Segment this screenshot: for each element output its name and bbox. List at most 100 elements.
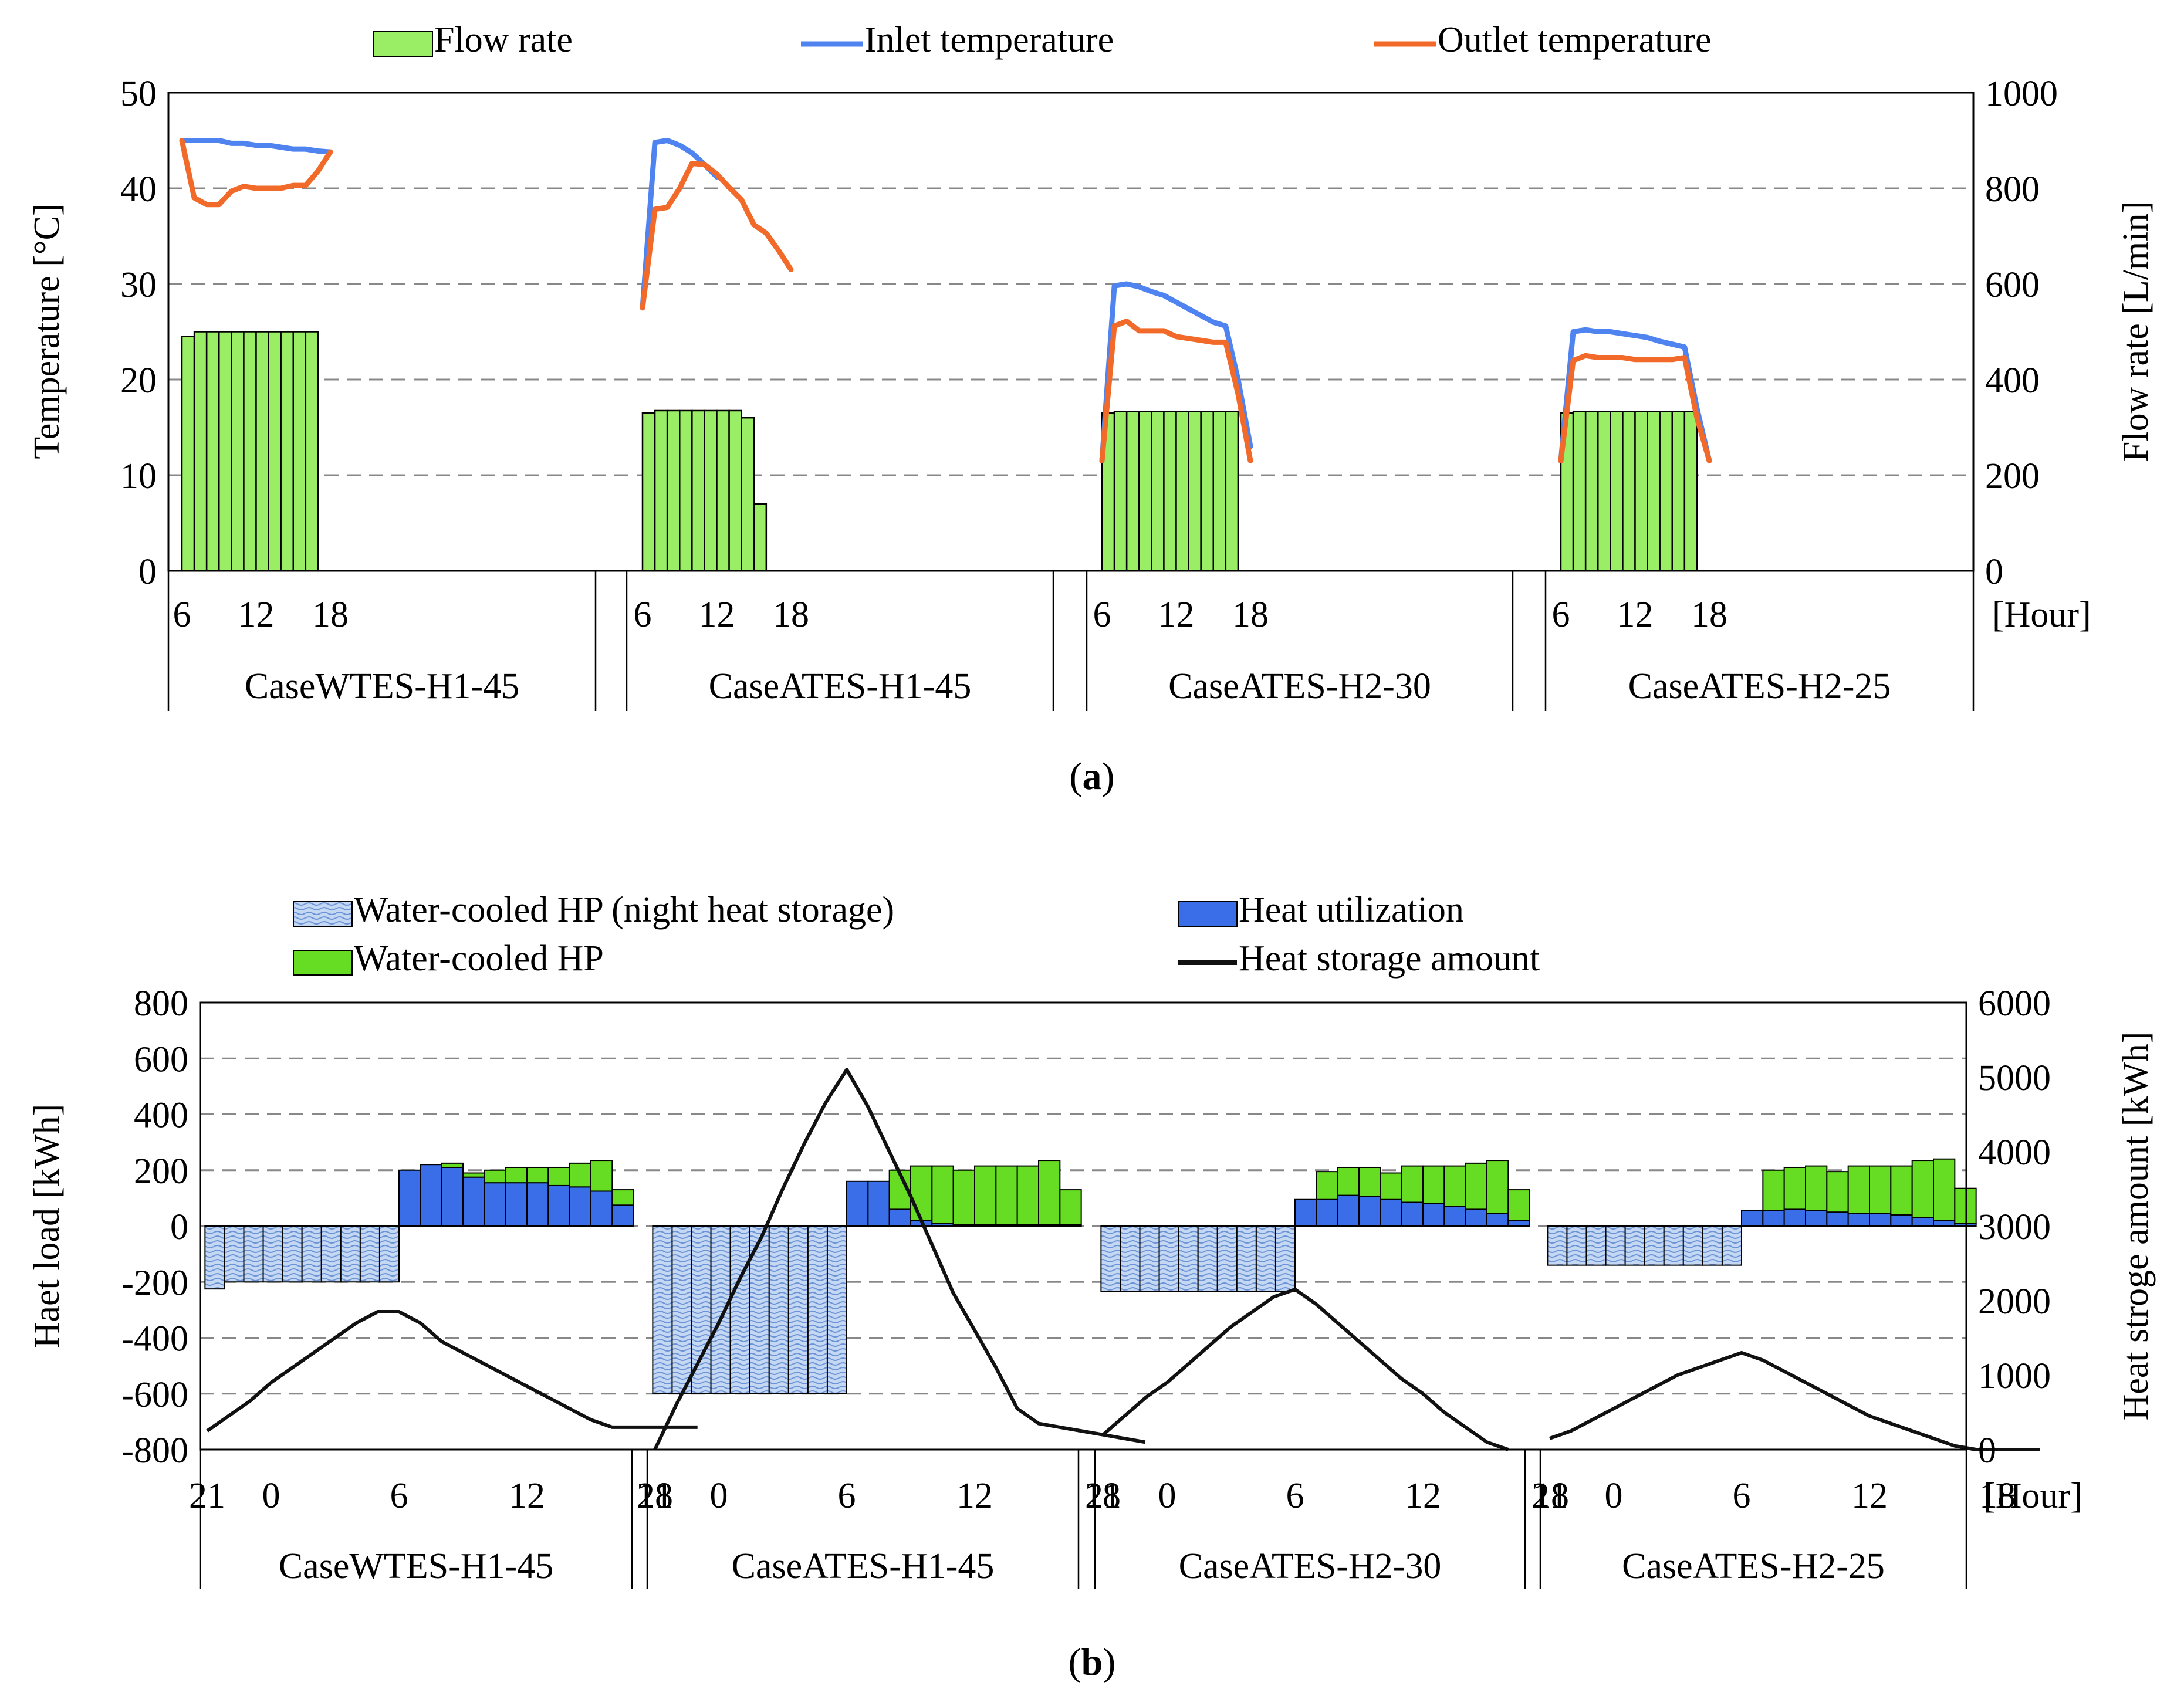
case-name-label: CaseATES-H2-25 xyxy=(1622,1546,1885,1586)
panel-a-right-axis-ticks: 0 200 400 600 800 1000 xyxy=(1985,74,2058,592)
x-axis-unit-label: [Hour] xyxy=(1983,1476,2082,1516)
outlet-temperature-line xyxy=(640,161,794,311)
heat-utilization-bar xyxy=(547,1184,570,1227)
night-storage-bar xyxy=(1236,1225,1257,1292)
hour-tick-label: 18 xyxy=(1691,595,1727,635)
flow-rate-bar xyxy=(181,336,195,572)
panel-a-left-axis-title: Temperature [°C] xyxy=(27,204,67,459)
panel-a-caption: (a) xyxy=(1070,755,1115,798)
night-storage-bar xyxy=(1178,1225,1199,1292)
panel-b-heat-load-bars xyxy=(204,1158,1977,1394)
hour-tick-label: 6 xyxy=(1733,1476,1751,1516)
legend-flow-rate-swatch xyxy=(373,31,433,57)
flow-rate-bar xyxy=(1671,411,1686,572)
hour-tick-label: 21 xyxy=(637,1476,673,1516)
water-cooled-hp-bar xyxy=(1038,1160,1061,1225)
water-cooled-hp-bar xyxy=(1507,1189,1530,1221)
hour-tick-label: 12 xyxy=(509,1476,545,1516)
right-axis-tick-label: 6000 xyxy=(1978,984,2051,1024)
flow-rate-bar xyxy=(1125,411,1140,572)
panel-a-temperature-lines xyxy=(179,138,1712,464)
hour-tick-label: 6 xyxy=(1552,595,1570,635)
right-axis-tick-label: 200 xyxy=(1985,456,2040,496)
flow-rate-bar xyxy=(1647,411,1661,572)
heat-utilization-bar xyxy=(867,1180,890,1227)
left-axis-tick-label: -800 xyxy=(121,1431,188,1471)
water-cooled-hp-bar xyxy=(441,1162,464,1168)
water-cooled-hp-bar xyxy=(1911,1160,1935,1218)
hour-tick-label: 21 xyxy=(1085,1476,1121,1516)
flow-rate-bar xyxy=(255,331,269,572)
heat-utilization-bar xyxy=(590,1190,613,1227)
night-storage-bar xyxy=(1721,1225,1743,1266)
legend-flow-rate-label: Flow rate xyxy=(434,20,573,60)
panel-a-chart: Flow rate Inlet temperature Outlet tempe… xyxy=(27,20,2156,798)
heat-utilization-bar xyxy=(1741,1210,1764,1227)
flow-rate-bar xyxy=(1138,411,1152,572)
flow-rate-bar xyxy=(193,331,208,572)
panel-a-gridlines xyxy=(168,187,1973,476)
panel-a-flow-rate-bars xyxy=(181,331,1698,572)
hour-tick-label: 6 xyxy=(390,1476,408,1516)
night-storage-bar xyxy=(1197,1225,1218,1292)
water-cooled-hp-bar xyxy=(1016,1165,1039,1225)
hour-tick-label: 18 xyxy=(1232,595,1269,635)
water-cooled-hp-bar xyxy=(1380,1172,1402,1200)
right-axis-tick-label: 4000 xyxy=(1978,1133,2051,1173)
night-storage-bar xyxy=(1255,1225,1276,1292)
left-axis-tick-label: 0 xyxy=(170,1207,188,1247)
hour-tick-label: 6 xyxy=(838,1476,856,1516)
heat-utilization-bar xyxy=(1316,1198,1338,1227)
water-cooled-hp-bar xyxy=(1358,1166,1381,1197)
heat-utilization-bar xyxy=(1869,1213,1892,1227)
night-storage-bar xyxy=(224,1225,245,1283)
hour-tick-label: 6 xyxy=(634,595,652,635)
flow-rate-bar xyxy=(231,331,245,572)
panel-b-chart: Water-cooled HP (night heat storage) Hea… xyxy=(27,890,2156,1684)
night-storage-bar xyxy=(1139,1225,1160,1292)
left-axis-tick-label: 50 xyxy=(120,74,157,114)
heat-utilization-bar xyxy=(462,1176,485,1227)
night-storage-bar xyxy=(340,1225,361,1283)
panel-a-right-axis-title: Flow rate [L/min] xyxy=(2116,201,2156,462)
flow-rate-bar xyxy=(243,331,257,572)
heat-utilization-bar xyxy=(526,1182,549,1227)
right-axis-tick-label: 3000 xyxy=(1978,1207,2051,1247)
case-name-label: CaseATES-H2-30 xyxy=(1179,1546,1442,1586)
case-name-label: CaseATES-H2-25 xyxy=(1628,666,1891,706)
hour-tick-label: 12 xyxy=(238,595,275,635)
flow-rate-bar xyxy=(1212,411,1227,572)
water-cooled-hp-bar xyxy=(910,1165,933,1221)
hour-tick-label: 12 xyxy=(1851,1476,1888,1516)
inlet-temperature-line xyxy=(1558,327,1712,464)
hour-tick-label: 0 xyxy=(262,1476,280,1516)
legend-heat-utilization-swatch xyxy=(1178,901,1238,927)
water-cooled-hp-bar xyxy=(547,1166,570,1186)
flow-rate-bar xyxy=(1584,411,1599,572)
flow-rate-bar xyxy=(1151,411,1165,572)
heat-utilization-bar xyxy=(505,1182,528,1227)
heat-utilization-bar xyxy=(1486,1213,1509,1227)
panel-b-caption: (b) xyxy=(1069,1641,1116,1684)
left-axis-tick-label: 200 xyxy=(134,1152,188,1191)
hour-tick-label: 21 xyxy=(189,1476,225,1516)
legend-heat-utilization-label: Heat utilization xyxy=(1239,890,1464,930)
hour-tick-label: 12 xyxy=(1405,1476,1441,1516)
heat-utilization-bar xyxy=(1294,1198,1317,1227)
right-axis-tick-label: 1000 xyxy=(1978,1356,2051,1396)
left-axis-tick-label: -600 xyxy=(121,1375,188,1415)
heat-utilization-bar xyxy=(611,1204,634,1227)
water-cooled-hp-bar xyxy=(1059,1189,1082,1225)
flow-rate-bar xyxy=(305,331,319,572)
water-cooled-hp-bar xyxy=(526,1166,549,1184)
panel-b-left-axis-ticks: -800 -600 -400 -200 0 200 400 600 800 xyxy=(121,984,188,1471)
heat-utilization-bar xyxy=(398,1169,421,1227)
night-storage-bar xyxy=(1605,1225,1626,1266)
hour-tick-label: 0 xyxy=(710,1476,728,1516)
heat-utilization-bar xyxy=(1933,1220,1956,1227)
right-axis-tick-label: 800 xyxy=(1985,170,2040,209)
heat-utilization-bar xyxy=(1380,1198,1402,1227)
hour-tick-label: 0 xyxy=(1158,1476,1176,1516)
legend-night-storage-swatch xyxy=(293,901,353,927)
panel-b-plot-frame xyxy=(199,1001,1967,1451)
